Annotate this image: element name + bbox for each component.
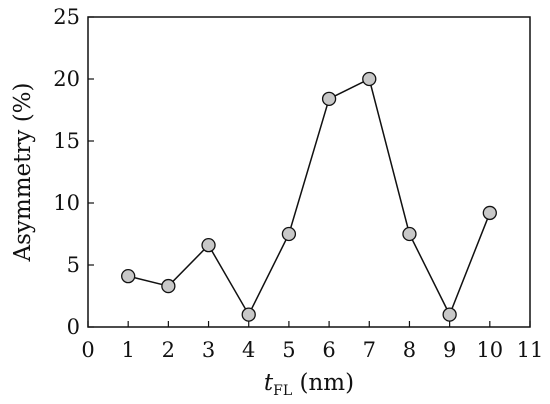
y-axis-label: Asymmetry (%) bbox=[10, 83, 36, 263]
data-point bbox=[321, 91, 337, 106]
x-tick-label: 3 bbox=[202, 338, 215, 362]
series-line bbox=[128, 77, 491, 317]
x-tick-label: 0 bbox=[81, 338, 94, 362]
x-tick-label: 1 bbox=[121, 338, 134, 362]
x-tick-label: 4 bbox=[242, 338, 255, 362]
y-tick-label: 20 bbox=[53, 67, 80, 91]
x-tick-label: 2 bbox=[162, 338, 175, 362]
y-tick-label: 25 bbox=[53, 5, 80, 29]
labels-group: tFL (nm) Asymmetry (%) bbox=[10, 83, 354, 399]
data-point bbox=[362, 71, 377, 87]
data-point bbox=[482, 205, 497, 221]
series-group bbox=[121, 71, 497, 322]
x-axis-label: tFL (nm) bbox=[264, 370, 354, 399]
x-tick-label: 6 bbox=[322, 338, 335, 362]
data-point bbox=[121, 269, 136, 284]
x-tick-label: 10 bbox=[476, 338, 503, 362]
plot-frame bbox=[87, 16, 531, 328]
data-point bbox=[442, 307, 457, 322]
x-axis-label-unit: (nm) bbox=[292, 370, 354, 396]
y-tick-label: 15 bbox=[53, 129, 80, 153]
y-tick-label: 10 bbox=[53, 191, 80, 215]
data-point bbox=[402, 226, 417, 242]
data-point bbox=[281, 226, 297, 242]
y-tick-label: 0 bbox=[67, 315, 80, 339]
x-tick-label: 7 bbox=[363, 338, 376, 362]
x-axis-label-main: t bbox=[264, 370, 274, 396]
x-tick-label: 5 bbox=[282, 338, 295, 362]
plot-frame-group bbox=[87, 16, 531, 328]
x-axis-label-subscript: FL bbox=[273, 383, 292, 399]
y-ticks-group: 0 5 10 15 20 25 bbox=[53, 5, 94, 339]
x-ticks-group: 0 1 2 3 4 5 6 7 8 9 10 11 bbox=[81, 321, 543, 362]
x-tick-label: 11 bbox=[517, 338, 544, 362]
data-point bbox=[161, 278, 176, 294]
data-point bbox=[201, 238, 216, 253]
y-tick-label: 5 bbox=[67, 253, 80, 277]
data-point bbox=[241, 307, 256, 322]
x-tick-label: 8 bbox=[403, 338, 416, 362]
x-tick-label: 9 bbox=[443, 338, 456, 362]
